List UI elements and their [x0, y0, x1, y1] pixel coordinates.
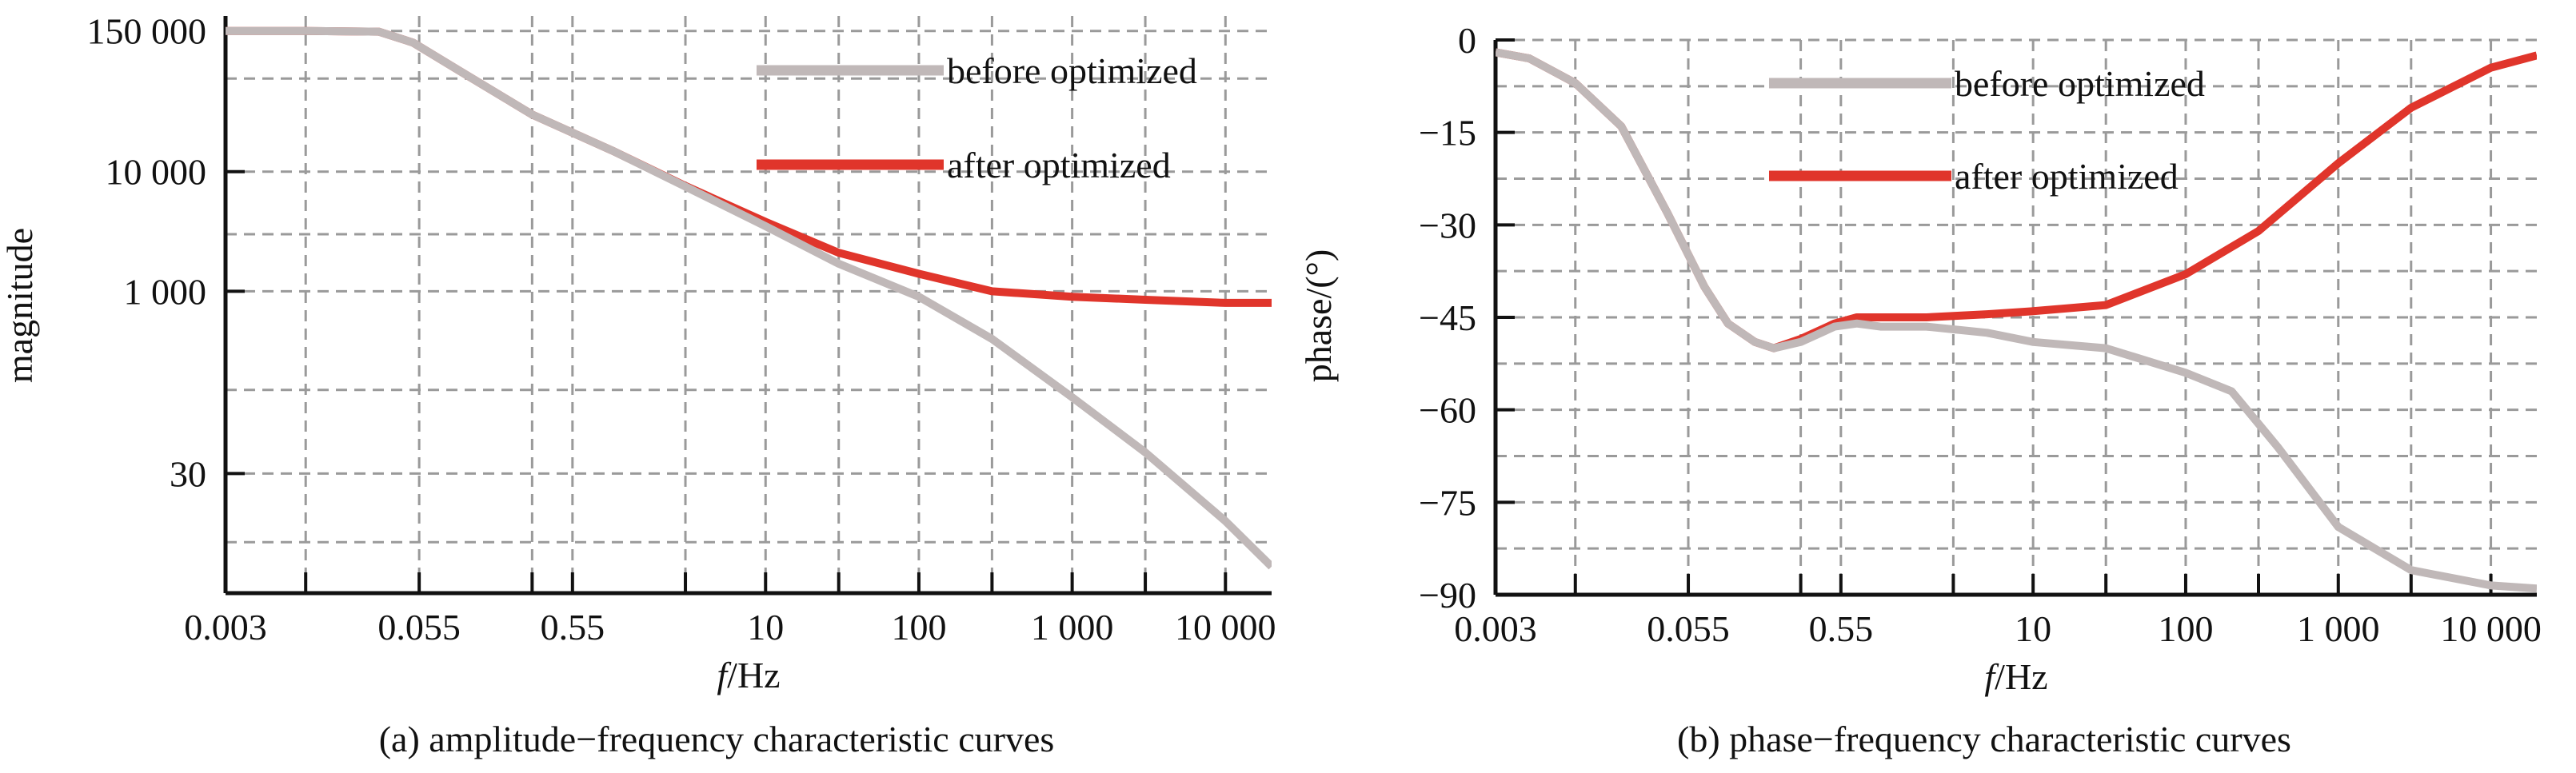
y-tick-label: −75: [1419, 482, 1476, 523]
x-tick-label: 0.003: [184, 607, 267, 647]
chart-caption: (b) phase−frequency characteristic curve…: [1677, 719, 2291, 759]
chart-amplitude: 0.003 0.055 0.55 10 100 1 000 10 000 30 1 000 10 …: [0, 11, 1276, 759]
x-tick-label: 10: [2015, 608, 2051, 649]
legend-label: after optimized: [947, 145, 1171, 185]
x-tick-label: 0.055: [1647, 608, 1730, 649]
x-tick-label: 10: [747, 607, 784, 647]
grid-phase: [1494, 38, 2537, 596]
y-tick-label: 150 000: [87, 11, 207, 52]
x-tick-label: 1 000: [1031, 607, 1114, 647]
y-tick-label: 30: [170, 453, 206, 494]
chart-phase: 0.003 0.055 0.55 10 100 1 000 10 000 0 −15 −30 −45…: [1298, 20, 2542, 759]
y-tick-label: −90: [1419, 575, 1476, 616]
x-axis-label: f/Hz: [1984, 656, 2047, 697]
grid-amplitude: [224, 16, 1272, 593]
series-line-before-optimized: [226, 26, 1272, 570]
x-axis-label-unit: /Hz: [727, 655, 780, 695]
y-tick-label: −15: [1419, 113, 1476, 153]
x-tick-label: 10 000: [2440, 608, 2542, 649]
y-tick-label: −30: [1419, 205, 1476, 245]
y-tick-label: 1 000: [124, 271, 207, 312]
x-axis-label-unit: /Hz: [1995, 656, 2047, 697]
y-tick-label: 0: [1458, 20, 1476, 61]
x-tick-label: 0.055: [377, 607, 461, 647]
y-axis-label: phase/(°): [1298, 249, 1339, 383]
chart-caption: (a) amplitude−frequency characteristic c…: [379, 719, 1055, 759]
x-tick-label: 0.55: [541, 607, 605, 647]
legend-label: before optimized: [947, 50, 1197, 91]
x-tick-label: 100: [891, 607, 946, 647]
y-axis-label: magnitude: [0, 228, 40, 383]
x-tick-label: 1 000: [2297, 608, 2380, 649]
x-tick-label: 0.55: [1809, 608, 1874, 649]
x-tick-label: 0.003: [1454, 608, 1537, 649]
series-line-before-optimized: [1496, 48, 2537, 593]
y-tick-label: −45: [1419, 297, 1476, 338]
y-tick-label: 10 000: [106, 152, 207, 193]
y-tick-label: −60: [1419, 390, 1476, 431]
x-tick-label: 10 000: [1175, 607, 1276, 647]
x-tick-label: 100: [2158, 608, 2213, 649]
legend-label: after optimized: [1955, 156, 2179, 197]
legend-label: before optimized: [1955, 63, 2205, 104]
x-axis-label: f/Hz: [717, 655, 780, 695]
